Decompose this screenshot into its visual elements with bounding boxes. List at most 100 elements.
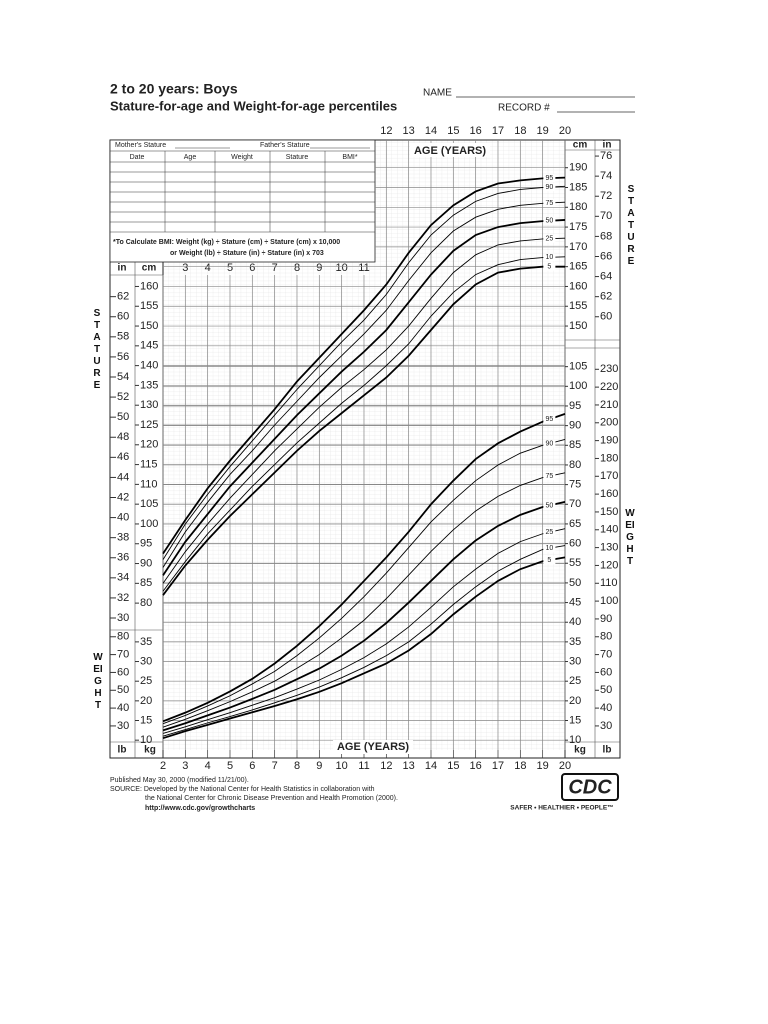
label-backdrop bbox=[543, 528, 556, 537]
percentile-label: 5 bbox=[547, 557, 551, 564]
y-tick-label: 30 bbox=[569, 655, 581, 667]
percentile-curve bbox=[162, 438, 566, 725]
y2-tick-label: 60 bbox=[600, 666, 612, 678]
name-label: NAME bbox=[423, 88, 452, 99]
y-tick-label: 160 bbox=[140, 280, 158, 292]
y-tick-label: 155 bbox=[140, 300, 158, 312]
label-backdrop bbox=[543, 253, 556, 262]
source: SOURCE: Developed by the National Center… bbox=[110, 786, 375, 793]
y2-tick-label: 120 bbox=[600, 559, 618, 571]
y2-tick-label: 80 bbox=[600, 631, 612, 643]
x-tick-label: 20 bbox=[559, 125, 571, 137]
y-tick-label: 60 bbox=[569, 537, 581, 549]
y-tick-label: 110 bbox=[140, 478, 158, 490]
percentile-label: 25 bbox=[545, 236, 553, 243]
label-backdrop bbox=[410, 143, 490, 157]
percentile-label: 10 bbox=[545, 254, 553, 261]
y2-tick-label: 60 bbox=[600, 311, 612, 323]
y-tick-label: 150 bbox=[140, 320, 158, 332]
percentile-label: 75 bbox=[545, 200, 553, 207]
y2-tick-label: 40 bbox=[117, 511, 129, 523]
y2-tick-label: 90 bbox=[600, 613, 612, 625]
form-column: Age bbox=[184, 154, 197, 161]
y2-tick-label: 56 bbox=[117, 351, 129, 363]
y2-tick-label: 200 bbox=[600, 417, 618, 429]
label-backdrop bbox=[543, 174, 556, 183]
y2-tick-label: 48 bbox=[117, 431, 129, 443]
x-tick-label: 10 bbox=[336, 760, 348, 772]
unit-label: kg bbox=[144, 745, 156, 756]
y2-tick-label: 34 bbox=[117, 572, 129, 584]
y2-tick-label: 230 bbox=[600, 363, 618, 375]
x-axis-title: AGE (YEARS) bbox=[414, 145, 486, 157]
y2-tick-label: 40 bbox=[117, 702, 129, 714]
unit-label: cm bbox=[142, 263, 157, 274]
x-tick-label: 18 bbox=[514, 760, 526, 772]
y-tick-label: 80 bbox=[140, 597, 152, 609]
percentile-label: 90 bbox=[545, 184, 553, 191]
form-column: Stature bbox=[286, 154, 309, 161]
x-tick-label: 12 bbox=[380, 760, 392, 772]
x-tick-label: 6 bbox=[249, 760, 255, 772]
y-tick-label: 125 bbox=[140, 419, 158, 431]
x-tick-label: 4 bbox=[205, 760, 211, 772]
y-tick-label: 115 bbox=[140, 458, 158, 470]
percentile-curve bbox=[162, 528, 566, 734]
unit-label: lb bbox=[118, 745, 127, 756]
percentile-label: 5 bbox=[547, 264, 551, 271]
percentile-curve bbox=[162, 501, 566, 732]
x-tick-label: 15 bbox=[447, 760, 459, 772]
percentile-curve bbox=[162, 237, 566, 584]
y-tick-label: 10 bbox=[140, 734, 152, 746]
percentile-curve bbox=[162, 256, 566, 592]
y2-tick-label: 50 bbox=[600, 684, 612, 696]
y-tick-label: 175 bbox=[569, 221, 587, 233]
logo-box bbox=[561, 773, 619, 801]
x-tick-label: 3 bbox=[182, 760, 188, 772]
x-tick-label: 15 bbox=[447, 125, 459, 137]
side-title: WEIGHT bbox=[625, 508, 635, 567]
y-tick-label: 95 bbox=[140, 538, 152, 550]
x-axis-title: AGE (YEARS) bbox=[337, 741, 409, 753]
x-tick-label: 17 bbox=[492, 760, 504, 772]
y2-tick-label: 58 bbox=[117, 331, 129, 343]
y2-tick-label: 30 bbox=[600, 720, 612, 732]
y-tick-label: 70 bbox=[569, 498, 581, 510]
x-tick-label: 11 bbox=[358, 760, 369, 772]
y2-tick-label: 52 bbox=[117, 391, 129, 403]
y2-tick-label: 50 bbox=[117, 684, 129, 696]
y-tick-label: 65 bbox=[569, 518, 581, 530]
y-tick-label: 10 bbox=[569, 734, 581, 746]
y-tick-label: 15 bbox=[569, 714, 581, 726]
label-backdrop bbox=[543, 472, 556, 481]
x-tick-label: 10 bbox=[336, 262, 348, 274]
y2-tick-label: 220 bbox=[600, 381, 618, 393]
y-tick-label: 185 bbox=[569, 181, 587, 193]
percentile-curve bbox=[162, 185, 566, 560]
y-tick-label: 30 bbox=[140, 655, 152, 667]
x-tick-label: 19 bbox=[537, 760, 549, 772]
y-tick-label: 35 bbox=[140, 636, 152, 648]
y2-tick-label: 50 bbox=[117, 411, 129, 423]
y-tick-label: 85 bbox=[140, 577, 152, 589]
x-tick-label: 7 bbox=[272, 262, 278, 274]
y-tick-label: 25 bbox=[140, 675, 152, 687]
x-tick-label: 9 bbox=[316, 760, 322, 772]
y2-tick-label: 54 bbox=[117, 371, 129, 383]
y2-tick-label: 80 bbox=[117, 631, 129, 643]
source: the National Center for Chronic Disease … bbox=[145, 795, 398, 802]
percentile-curve bbox=[162, 176, 566, 555]
x-tick-label: 18 bbox=[514, 125, 526, 137]
y2-tick-label: 40 bbox=[600, 702, 612, 714]
y-tick-label: 105 bbox=[140, 498, 158, 510]
y2-tick-label: 72 bbox=[600, 190, 612, 202]
y2-tick-label: 36 bbox=[117, 552, 129, 564]
x-tick-label: 9 bbox=[316, 262, 322, 274]
y-tick-label: 40 bbox=[569, 616, 581, 628]
percentile-label: 25 bbox=[545, 529, 553, 536]
y-tick-label: 80 bbox=[569, 459, 581, 471]
x-tick-label: 8 bbox=[294, 262, 300, 274]
label-backdrop bbox=[543, 198, 556, 207]
